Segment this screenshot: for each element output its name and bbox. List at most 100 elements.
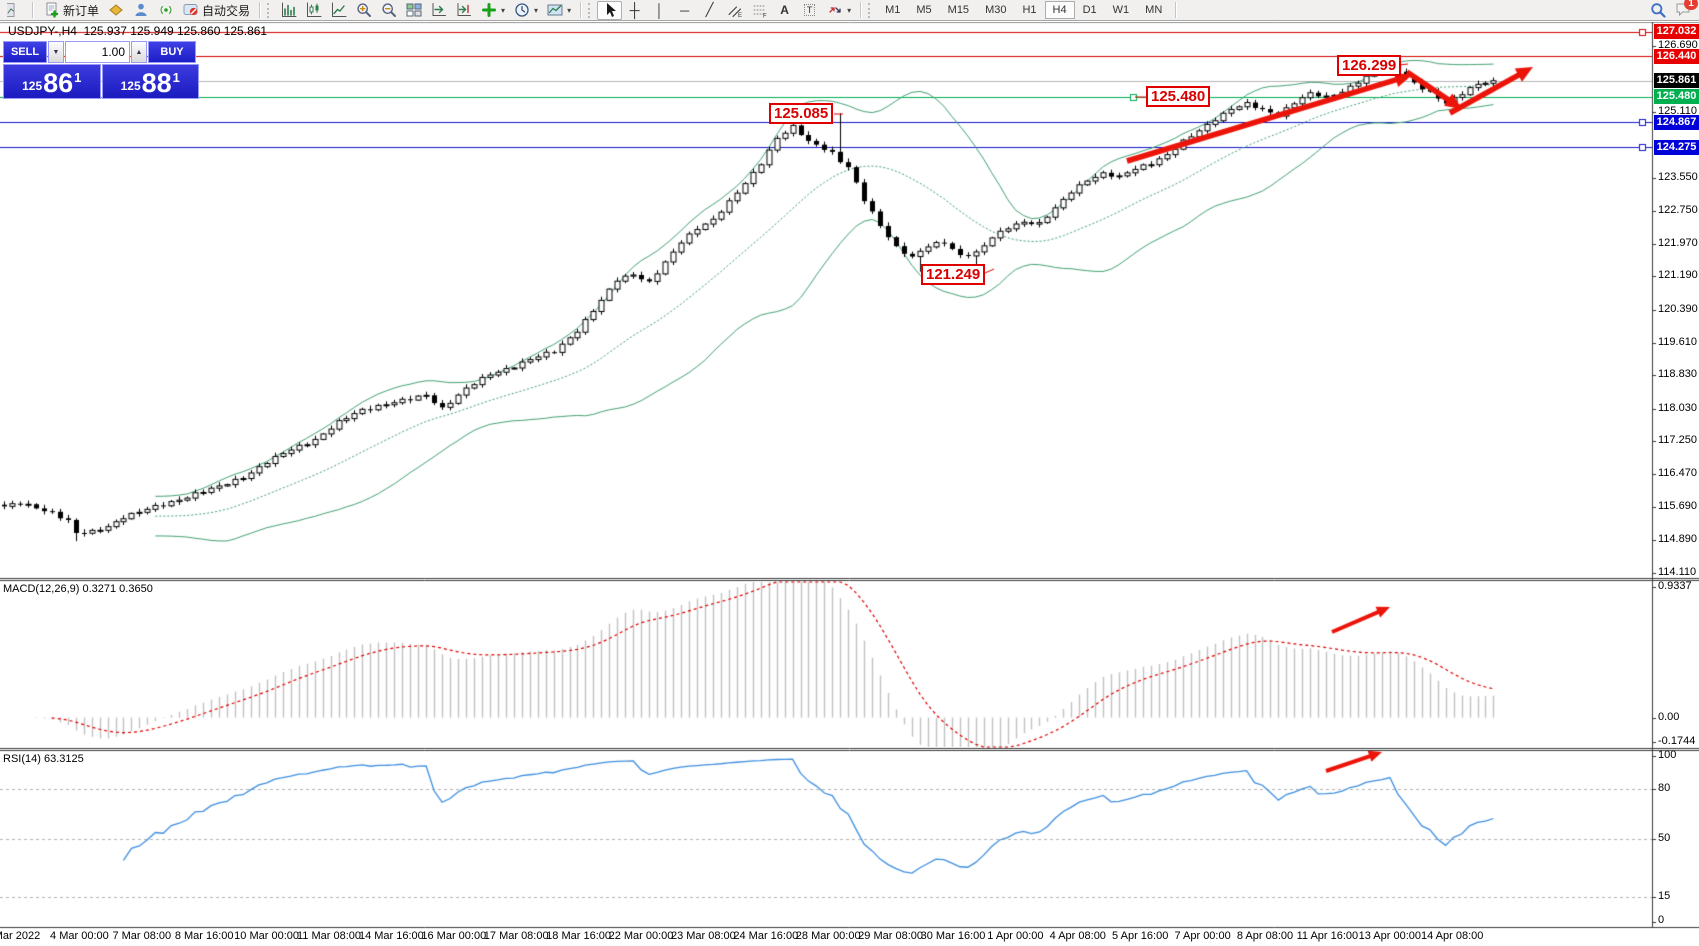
search-icon[interactable] (1649, 2, 1666, 18)
time-axis-label: 13 Apr 00:00 (1358, 930, 1421, 942)
templates-button[interactable]: ▾ (542, 1, 575, 20)
zoom-in-button[interactable] (351, 1, 376, 20)
text-label-tool-button[interactable]: T (797, 1, 822, 20)
sell-button[interactable]: SELL (3, 41, 47, 63)
text-label-icon: T (801, 2, 818, 18)
new-order-icon (43, 2, 60, 18)
new-chart-partial-button[interactable] (2, 1, 27, 20)
sell-price-prefix: 125 (22, 79, 43, 93)
price-axis-tick: 119.610 (1658, 335, 1697, 348)
price-axis-tick: 123.550 (1658, 170, 1698, 183)
price-annotation[interactable]: 126.299 (1337, 55, 1402, 76)
volume-down-button[interactable]: ▼ (48, 41, 64, 63)
vertical-line-tool-button[interactable]: │ (647, 1, 672, 20)
price-axis-tick: 126.690 (1658, 39, 1698, 51)
crosshair-icon: ┼ (629, 2, 640, 18)
time-axis-label: 22 Mar 00:00 (608, 930, 674, 942)
timeframe-h1-button[interactable]: H1 (1022, 4, 1037, 16)
timeframe-m30-button[interactable]: M30 (985, 4, 1007, 16)
auto-scroll-button[interactable] (426, 1, 451, 20)
trendline-tool-button[interactable]: ╱ (697, 1, 722, 20)
candles-icon (305, 2, 322, 18)
time-axis-label: 10 Mar 00:00 (234, 930, 300, 942)
timeframe-m5-button[interactable]: M5 (916, 4, 932, 16)
time-axis-label: 8 Mar 16:00 (174, 930, 234, 942)
timeframe-w1-button[interactable]: W1 (1112, 4, 1130, 16)
sell-price-tile[interactable]: 125 86 1 (3, 64, 101, 99)
fibonacci-tool-button[interactable]: F (747, 1, 772, 20)
time-axis-label: 4 Mar 00:00 (50, 930, 109, 942)
horizontal-line-tool-button[interactable]: ─ (672, 1, 697, 20)
equidistant-channel-tool-button[interactable]: E (722, 1, 747, 20)
buy-price-tile[interactable]: 125 88 1 (101, 64, 199, 99)
price-annotation[interactable]: 121.249 (921, 264, 986, 285)
notification-count-badge: 1 (1684, 0, 1698, 10)
dropdown-caret-icon[interactable]: ▾ (567, 5, 572, 15)
macd-axis-label: 0.00 (1658, 710, 1680, 723)
vline-icon: │ (655, 2, 664, 18)
new-chart-button[interactable]: ▾ (476, 1, 509, 20)
trendline-icon: ╱ (705, 2, 714, 17)
candlestick-mode-button[interactable] (301, 1, 326, 20)
price-axis-tick: 121.190 (1658, 269, 1698, 282)
arrows-tool-button[interactable]: ▾ (822, 1, 855, 20)
autotrading-button[interactable]: 自动交易 (178, 1, 254, 20)
chart-shift-icon (455, 2, 472, 18)
timeframe-h4-button[interactable]: H4 (1044, 1, 1075, 19)
timeframe-mn-button[interactable]: MN (1145, 4, 1163, 16)
chart-canvas[interactable] (0, 22, 1699, 946)
chart-shift-button[interactable] (451, 1, 476, 20)
price-level-badge: 127.032 (1654, 24, 1699, 40)
rsi-axis-label: 15 (1658, 890, 1671, 903)
autotrading-label: 自动交易 (202, 3, 251, 18)
time-axis-label: Mar 2022 (0, 930, 41, 942)
timeframe-d1-button[interactable]: D1 (1082, 4, 1097, 16)
current-price-badge: 125.861 (1654, 73, 1699, 89)
period-clock-icon (513, 2, 530, 18)
rsi-indicator-label: RSI(14) 63.3125 (3, 753, 84, 765)
bar-chart-icon (280, 2, 297, 18)
timeframe-m15-button[interactable]: M15 (947, 4, 970, 16)
time-axis-label: 4 Apr 08:00 (1049, 930, 1106, 942)
text-tool-button[interactable]: A (772, 1, 797, 20)
dropdown-caret-icon[interactable]: ▾ (847, 5, 852, 15)
price-axis-tick: 114.110 (1658, 565, 1697, 578)
volume-input[interactable] (65, 41, 130, 63)
signals-button[interactable] (153, 1, 178, 20)
new-order-button[interactable]: 新订单 (39, 1, 103, 20)
line-chart-mode-button[interactable] (326, 1, 351, 20)
template-icon (546, 2, 563, 18)
macd-axis-label: -0.1744 (1658, 735, 1696, 748)
chart-partial-icon (6, 2, 23, 18)
price-axis-tick: 121.970 (1658, 236, 1698, 249)
time-axis-label: 14 Mar 16:00 (358, 930, 424, 942)
price-axis-tick: 120.390 (1658, 302, 1698, 315)
price-level-badge: 124.275 (1654, 139, 1699, 155)
volume-up-button[interactable]: ▲ (131, 41, 147, 63)
toolbar-group-chart: ▾ ▾ ▾ (274, 0, 577, 20)
dropdown-caret-icon[interactable]: ▾ (501, 5, 506, 15)
cursor-tool-button[interactable] (597, 0, 623, 20)
line-chart-icon (330, 2, 347, 18)
autotrading-icon (182, 2, 199, 18)
price-annotation[interactable]: 125.085 (769, 103, 834, 124)
time-axis-label: 18 Mar 16:00 (546, 930, 612, 942)
history-center-button[interactable] (103, 1, 128, 20)
dropdown-caret-icon[interactable]: ▾ (534, 5, 539, 15)
rsi-axis-label: 0 (1658, 914, 1665, 926)
macd-axis-label: 0.9337 (1658, 580, 1692, 592)
price-axis-tick: 118.030 (1658, 401, 1697, 414)
time-axis-label: 23 Mar 08:00 (670, 930, 736, 942)
sell-price-pip: 1 (74, 70, 82, 85)
bar-chart-mode-button[interactable] (276, 1, 301, 20)
mql5-community-button[interactable] (128, 1, 153, 20)
crosshair-tool-button[interactable]: ┼ (622, 1, 647, 20)
timeframe-m1-button[interactable]: M1 (885, 4, 901, 16)
zoom-out-button[interactable] (376, 1, 401, 20)
hline-icon: ─ (679, 2, 690, 18)
periods-button[interactable]: ▾ (509, 1, 542, 20)
time-axis-label: 5 Apr 16:00 (1112, 930, 1169, 942)
buy-button[interactable]: BUY (148, 41, 196, 63)
tile-windows-button[interactable] (401, 1, 426, 20)
price-annotation[interactable]: 125.480 (1146, 86, 1211, 107)
